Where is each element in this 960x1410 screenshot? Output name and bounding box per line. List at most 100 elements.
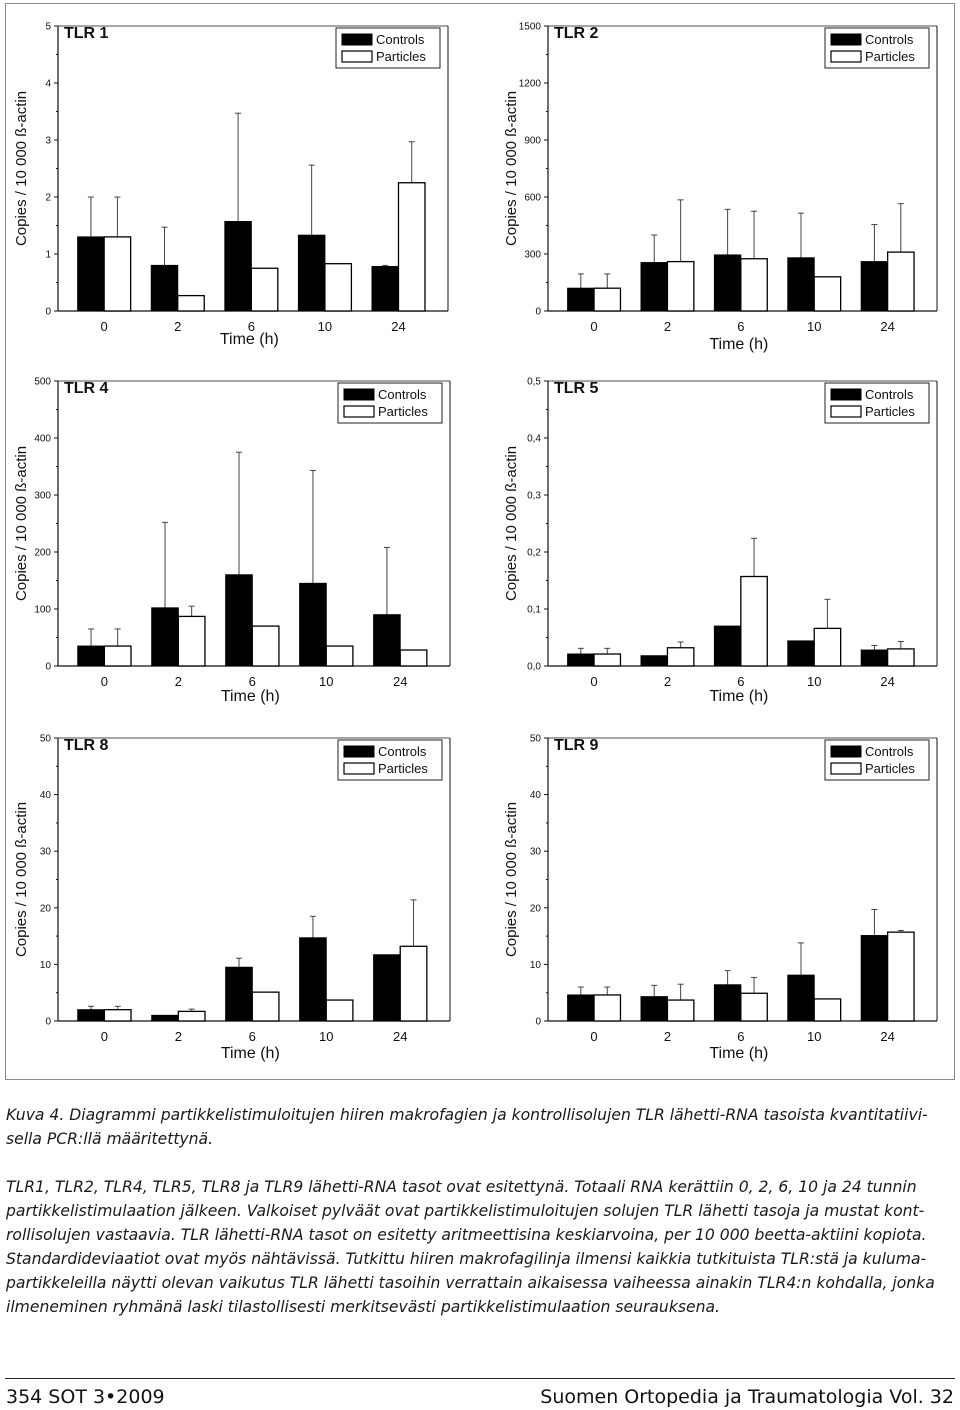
bar-controls [860,649,889,667]
x-tick-label: 10 [319,674,333,689]
caption-line: partikkeleilla näytti olevan vaikutus TL… [6,1274,935,1292]
y-tick-label: 0 [45,307,51,318]
legend-swatch-controls [343,388,375,401]
x-tick-label: 10 [807,1029,821,1044]
bar-controls [640,655,668,667]
panel-title: TLR 5 [554,380,599,397]
legend-label-particles: Particles [378,761,428,776]
legend-label-controls: Controls [378,744,427,759]
bar-controls [299,582,327,667]
bar-particles [177,615,206,667]
y-tick-label: 0,1 [527,605,541,616]
panel-title: TLR 8 [64,737,109,754]
y-tick-label: 900 [524,136,541,147]
bar-controls [713,984,742,1022]
y-tick-label: 0 [535,307,541,318]
legend-label-particles: Particles [865,404,915,419]
legend-swatch-particles [341,50,373,63]
y-tick-label: 600 [524,193,541,204]
bar-controls [567,287,595,312]
y-tick-label: 300 [524,250,541,261]
bar-particles [399,649,428,667]
x-axis-title: Time (h) [220,331,279,348]
bar-particles [593,994,622,1022]
chart-panel-tlr-1: 0 1 2 3 4 5 Copies / 10 000 ß-actin TLR 1 Contro… [13,22,449,348]
bar-controls [567,994,595,1022]
panel-title: TLR 4 [64,380,109,397]
bar-particles [593,653,622,667]
x-tick-label: 2 [175,674,182,689]
y-axis-title: Copies / 10 000 ß-actin [503,802,520,957]
bar-controls [151,1014,179,1022]
bar-particles [325,999,354,1022]
legend-swatch-controls [830,388,862,401]
bar-particles [177,294,205,312]
x-tick-label: 6 [737,1029,744,1044]
footer-rule [5,1378,955,1379]
bar-particles [251,991,280,1022]
footer-issue: 354 SOT 3•2009 [6,1386,165,1408]
y-tick-label: 500 [34,377,51,388]
x-tick-label: 6 [249,1029,256,1044]
bar-controls [299,937,327,1022]
bar-particles [740,575,768,667]
x-tick-label: 0 [101,1029,108,1044]
y-tick-label: 30 [530,847,542,858]
y-axis-title: Copies / 10 000 ß-actin [503,446,520,601]
bar-particles [397,182,426,312]
bar-controls [225,574,253,667]
y-tick-label: 300 [34,491,51,502]
y-tick-label: 0,4 [527,434,541,445]
y-tick-label: 0,5 [527,377,541,388]
bar-controls [371,266,399,312]
x-tick-label: 24 [391,319,405,334]
legend-label-particles: Particles [865,761,915,776]
y-axis-title: Copies / 10 000 ß-actin [13,802,30,957]
x-tick-label: 24 [880,1029,894,1044]
caption-line: TLR1, TLR2, TLR4, TLR5, TLR8 ja TLR9 läh… [6,1178,917,1196]
x-tick-label: 0 [590,674,597,689]
x-axis-title: Time (h) [709,688,768,705]
y-axis-title: Copies / 10 000 ß-actin [13,446,30,601]
x-tick-label: 0 [590,1029,597,1044]
bar-controls [224,221,252,312]
y-tick-label: 400 [34,434,51,445]
bar-controls [77,645,105,667]
x-tick-label: 2 [664,319,671,334]
bar-controls [225,966,253,1022]
y-tick-label: 200 [34,548,51,559]
bar-particles [886,931,915,1022]
bar-controls [150,264,179,312]
legend-swatch-particles [343,762,375,775]
bar-particles [103,236,132,312]
bar-controls [640,996,668,1022]
legend-label-controls: Controls [865,387,914,402]
bar-particles [666,999,695,1022]
y-tick-label: 5 [45,22,51,33]
x-axis-title: Time (h) [709,1045,768,1062]
y-tick-label: 0 [535,1017,541,1028]
x-tick-label: 24 [393,1029,407,1044]
legend-label-controls: Controls [865,744,914,759]
bar-controls [713,625,742,667]
bar-controls [860,935,889,1022]
y-tick-label: 50 [530,734,542,745]
bar-controls [373,954,401,1022]
y-tick-label: 1200 [519,79,542,90]
bar-controls [713,254,742,312]
bar-particles [740,258,768,312]
bar-particles [740,992,768,1022]
x-tick-label: 2 [664,674,671,689]
panel-title: TLR 2 [554,25,599,42]
legend-label-particles: Particles [865,49,915,64]
y-axis-title: Copies / 10 000 ß-actin [503,91,520,246]
chart-panel-tlr-5: 0,0 0,1 0,2 0,3 0,4 0,5 Copies / 10 000 ß-acti… [503,377,938,705]
legend-swatch-controls [830,745,862,758]
y-tick-label: 100 [34,605,51,616]
bar-controls [787,974,815,1022]
y-tick-label: 50 [40,734,52,745]
y-tick-label: 2 [45,193,51,204]
bar-controls [297,234,326,312]
x-tick-label: 24 [880,319,894,334]
